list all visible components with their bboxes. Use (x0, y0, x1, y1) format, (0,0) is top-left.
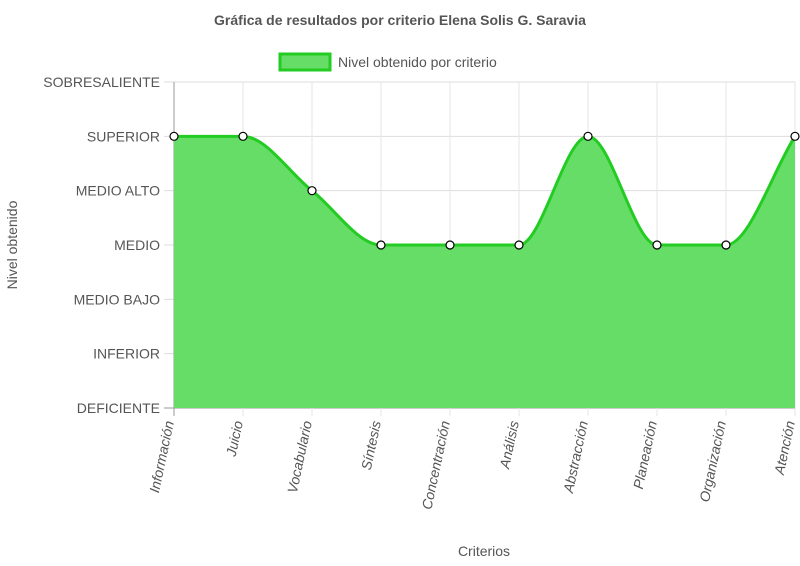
series-area (174, 136, 795, 409)
y-tick-label: DEFICIENTE (77, 400, 160, 416)
x-tick-label: Juicio (223, 419, 246, 459)
y-tick-label: MEDIO BAJO (74, 291, 160, 307)
y-tick-label: INFERIOR (93, 346, 160, 362)
x-tick-label: Organización (696, 419, 729, 503)
data-point[interactable] (445, 240, 455, 250)
y-axis: DEFICIENTE INFERIOR MEDIO BAJO MEDIO MEDIO A… (43, 74, 160, 416)
x-tick-label: Análisis (496, 419, 522, 471)
x-tick-label: Planeación (630, 419, 660, 490)
data-points (169, 131, 800, 250)
data-point[interactable] (376, 240, 386, 250)
y-tick-label: SUPERIOR (87, 128, 160, 144)
x-tick-label: Vocabulario (284, 419, 315, 494)
x-tick-label: Atención (771, 419, 798, 477)
legend[interactable]: Nivel obtenido por criterio (278, 52, 497, 72)
x-axis-label: Criterios (458, 543, 510, 559)
data-point[interactable] (514, 240, 524, 250)
chart-title: Gráfica de resultados por criterio Elena… (214, 12, 586, 28)
x-tick-label: Síntesis (358, 419, 384, 471)
data-point[interactable] (721, 240, 731, 250)
data-point[interactable] (652, 240, 662, 250)
x-axis: Información Juicio Vocabulario Síntesis Conc… (146, 419, 798, 511)
data-point[interactable] (583, 131, 593, 141)
data-point[interactable] (307, 186, 317, 196)
data-point[interactable] (169, 131, 179, 141)
x-tick-label: Información (146, 419, 177, 494)
y-tick-label: MEDIO ALTO (76, 183, 160, 199)
y-axis-label: Nivel obtenido (4, 200, 20, 289)
x-tick-label: Concentración (419, 419, 453, 511)
data-point[interactable] (238, 131, 248, 141)
y-tick-label: MEDIO (114, 237, 160, 253)
legend-label: Nivel obtenido por criterio (338, 54, 497, 70)
x-tick-label: Abstracción (560, 419, 591, 495)
plot-area (174, 134, 797, 409)
y-tick-label: SOBRESALIENTE (43, 74, 160, 90)
data-point[interactable] (790, 131, 800, 141)
legend-swatch (278, 52, 332, 72)
